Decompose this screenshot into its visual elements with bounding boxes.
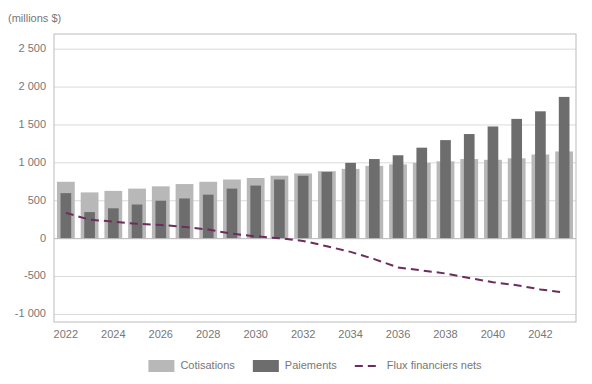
bar <box>271 176 289 239</box>
grid-line <box>54 276 576 277</box>
x-axis: 2022 2024 2026 2028 2030 2032 2034 2036 2038 2040… <box>54 328 553 340</box>
x-tick-label: 2024 <box>101 328 125 340</box>
bar <box>203 195 214 239</box>
x-tick-label: 2034 <box>338 328 362 340</box>
legend-label: Cotisations <box>180 359 235 371</box>
legend-item: Paiements <box>253 359 337 372</box>
y-axis: -1 000 -500 0 500 1 000 1 500 2 000 2 500 <box>15 42 46 319</box>
y-tick-label: -1 000 <box>15 307 46 319</box>
bar <box>369 159 380 239</box>
x-tick-label: 2038 <box>433 328 457 340</box>
grid-line <box>54 238 576 239</box>
marks <box>54 97 576 293</box>
baseline <box>54 238 576 239</box>
legend-item: Flux financiers nets <box>355 359 482 371</box>
bar <box>274 180 285 239</box>
x-tick-label: 2032 <box>291 328 315 340</box>
bar <box>294 173 312 238</box>
bar <box>298 176 309 239</box>
bar <box>61 193 72 238</box>
chart-container: -1 000-50005001 0001 5002 0002 500202220… <box>0 0 592 384</box>
bar <box>511 119 522 239</box>
chart-svg: -1 000-50005001 0001 5002 0002 500202220… <box>0 0 592 384</box>
y-tick-label: 0 <box>40 232 46 244</box>
grid-line <box>54 124 576 125</box>
y-tick-label: 1 500 <box>18 118 46 130</box>
bar <box>488 126 499 238</box>
legend-label: Flux financiers nets <box>387 359 482 371</box>
y-tick-label: -500 <box>24 269 46 281</box>
bar <box>84 212 95 239</box>
bar <box>464 134 475 239</box>
x-tick-label: 2030 <box>243 328 267 340</box>
bar <box>393 155 404 238</box>
x-tick-label: 2028 <box>196 328 220 340</box>
legend-swatch <box>355 365 381 367</box>
x-tick-label: 2022 <box>54 328 78 340</box>
bar <box>440 140 451 239</box>
bar <box>108 208 119 238</box>
legend-label: Paiements <box>285 359 337 371</box>
bar <box>250 186 261 239</box>
y-tick-label: 1 000 <box>18 156 46 168</box>
bar <box>179 198 190 238</box>
bar <box>81 192 99 238</box>
bar <box>223 180 241 239</box>
y-axis-label: (millions $) <box>8 12 61 24</box>
x-tick-label: 2026 <box>149 328 173 340</box>
grid-line <box>54 87 576 88</box>
legend-swatch <box>148 360 174 372</box>
bar <box>176 184 194 239</box>
legend-item: Cotisations <box>148 359 235 372</box>
x-tick-label: 2042 <box>528 328 552 340</box>
bar <box>128 189 146 239</box>
bar <box>104 191 122 239</box>
grid <box>54 49 576 314</box>
bar <box>247 178 265 239</box>
bar <box>318 171 336 238</box>
bar-series <box>61 97 570 239</box>
bar <box>322 172 333 239</box>
bar <box>559 97 570 239</box>
y-tick-label: 2 000 <box>18 80 46 92</box>
y-tick-label: 2 500 <box>18 42 46 54</box>
bar <box>57 182 75 239</box>
bar <box>416 148 427 239</box>
bar <box>345 163 356 239</box>
legend: Cotisations Paiements Flux financiers nets <box>148 359 482 372</box>
x-tick-label: 2036 <box>386 328 410 340</box>
bar <box>227 189 238 239</box>
bar <box>535 111 546 238</box>
line <box>66 213 564 293</box>
grid-line <box>54 49 576 50</box>
plot-frame <box>54 34 576 322</box>
x-tick-label: 2040 <box>481 328 505 340</box>
y-tick-label: 500 <box>28 194 46 206</box>
legend-swatch <box>253 360 279 372</box>
grid-line <box>54 314 576 315</box>
bar <box>132 205 143 239</box>
bar <box>152 186 170 238</box>
bar <box>155 201 166 239</box>
